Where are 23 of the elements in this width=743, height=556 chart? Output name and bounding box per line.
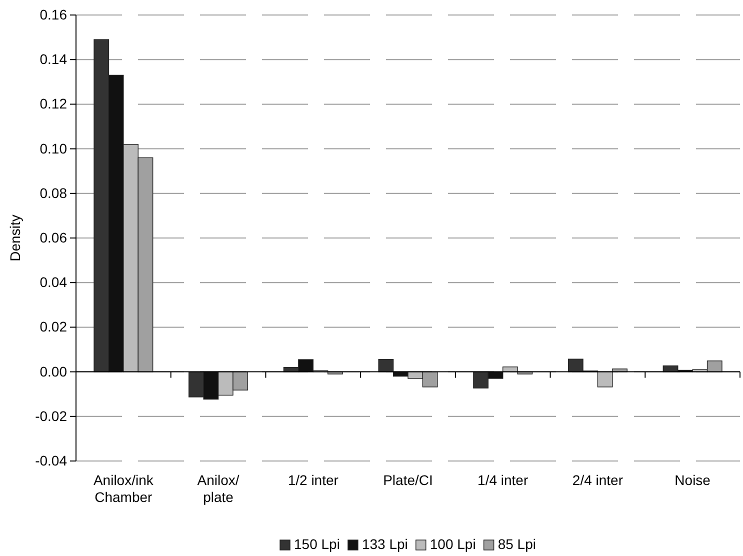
- x-tick-label: 2/4 inter: [572, 472, 624, 488]
- legend-label: 85 Lpi: [498, 536, 536, 552]
- x-tick-label: Anilox/ plate: [197, 472, 240, 505]
- y-tick-label: 0.16: [40, 6, 68, 22]
- y-tick-label: 0.00: [40, 363, 68, 380]
- legend-label: 133 Lpi: [362, 536, 408, 552]
- y-tick-label: -0.02: [35, 408, 68, 424]
- y-tick-label: 0.02: [40, 318, 68, 335]
- y-tick-label: -0.04: [35, 452, 68, 468]
- y-tick-label: 0.08: [40, 184, 68, 201]
- y-tick-label: 0.06: [40, 229, 68, 246]
- y-tick-label: 0.04: [40, 274, 68, 290]
- legend-label: 150 Lpi: [294, 536, 340, 552]
- x-tick-label: Noise: [674, 472, 711, 488]
- legend-label: 100 Lpi: [430, 536, 476, 552]
- y-axis-title: Density: [7, 214, 23, 262]
- x-tick-label: Anilox/ink Chamber: [93, 472, 154, 505]
- y-tick-label: 0.10: [40, 140, 68, 156]
- x-tick-label: 1/4 inter: [478, 472, 528, 488]
- x-tick-label: 1/2 inter: [288, 472, 339, 488]
- x-tick-label: Plate/CI: [383, 472, 433, 488]
- y-tick-label: 0.12: [40, 96, 68, 112]
- y-tick-label: 0.14: [40, 51, 68, 68]
